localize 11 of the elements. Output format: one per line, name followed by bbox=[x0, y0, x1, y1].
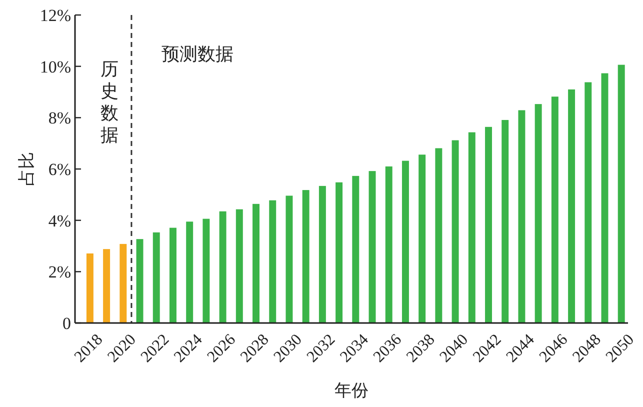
y-tick-label: 6% bbox=[48, 160, 71, 179]
y-tick-label: 0 bbox=[62, 314, 71, 333]
y-tick-label: 8% bbox=[48, 108, 71, 128]
y-axis-title: 占比 bbox=[17, 152, 36, 186]
y-tick-label: 10% bbox=[40, 57, 71, 76]
annotation: 历史数据 bbox=[100, 59, 118, 145]
annotation: 预测数据 bbox=[161, 44, 234, 64]
x-axis-title: 年份 bbox=[334, 381, 368, 400]
y-tick-label: 12% bbox=[40, 6, 71, 25]
y-tick-label: 2% bbox=[48, 262, 71, 282]
y-tick-label: 4% bbox=[48, 211, 71, 230]
